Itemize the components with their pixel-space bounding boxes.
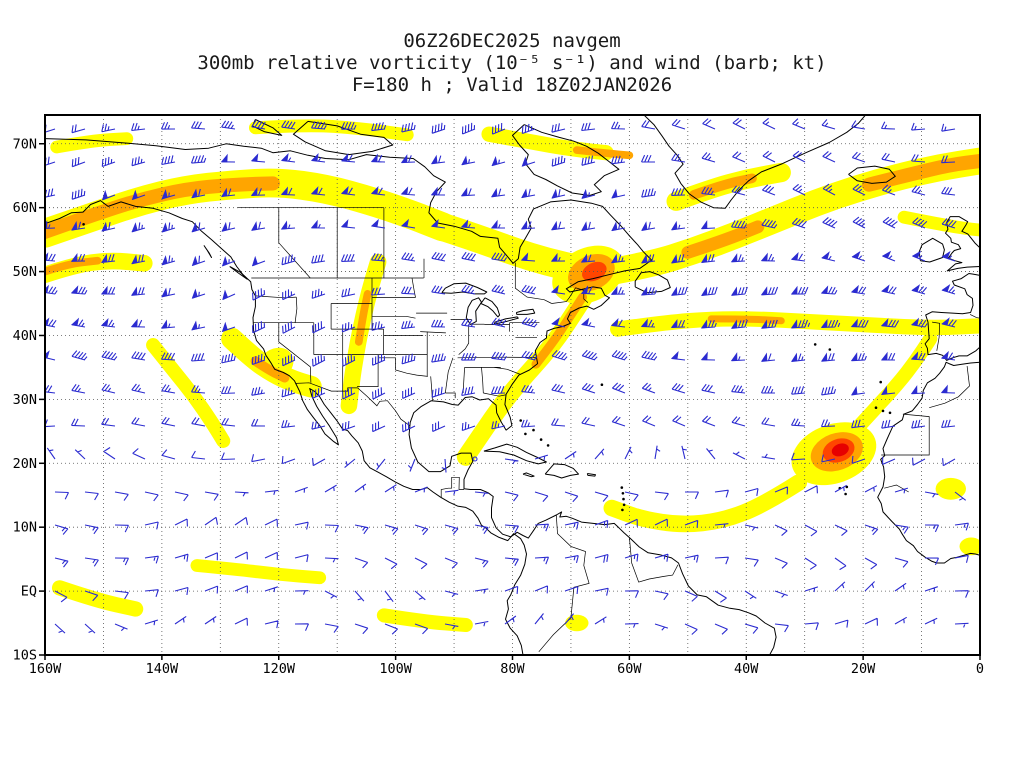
y-axis-label: 10S: [13, 648, 37, 664]
y-axis-label: 50N: [13, 264, 37, 280]
y-axis-label: 20N: [13, 456, 37, 472]
chart-title-field: 300mb relative vorticity (10⁻⁵ s⁻¹) and …: [197, 52, 827, 74]
y-axis-label: EQ: [21, 584, 37, 600]
y-axis-label: 40N: [13, 328, 37, 344]
x-axis-label: 60W: [617, 661, 642, 677]
x-axis-label: 140W: [146, 661, 179, 677]
x-axis-label: 120W: [262, 661, 295, 677]
x-axis-label: 40W: [734, 661, 759, 677]
wind-barb-layer: [45, 117, 970, 635]
x-axis-label: 0: [976, 661, 984, 677]
x-axis-label: 80W: [500, 661, 525, 677]
y-axis-label: 60N: [13, 200, 37, 216]
chart-title-valid: F=180 h ; Valid 18Z02JAN2026: [351, 74, 673, 96]
y-axis-label: 10N: [13, 520, 37, 536]
political-borders: [237, 207, 980, 653]
chart-title-block: 06Z26DEC2025 navgem 300mb relative vorti…: [0, 30, 1024, 96]
y-axis-label: 70N: [13, 136, 37, 152]
x-axis-label: 100W: [379, 661, 412, 677]
x-axis-label: 160W: [29, 661, 62, 677]
vorticity-fill-layer: [45, 119, 980, 633]
x-axis-label: 20W: [851, 661, 876, 677]
chart-title-run: 06Z26DEC2025 navgem: [403, 30, 621, 52]
y-axis-label: 30N: [13, 392, 37, 408]
